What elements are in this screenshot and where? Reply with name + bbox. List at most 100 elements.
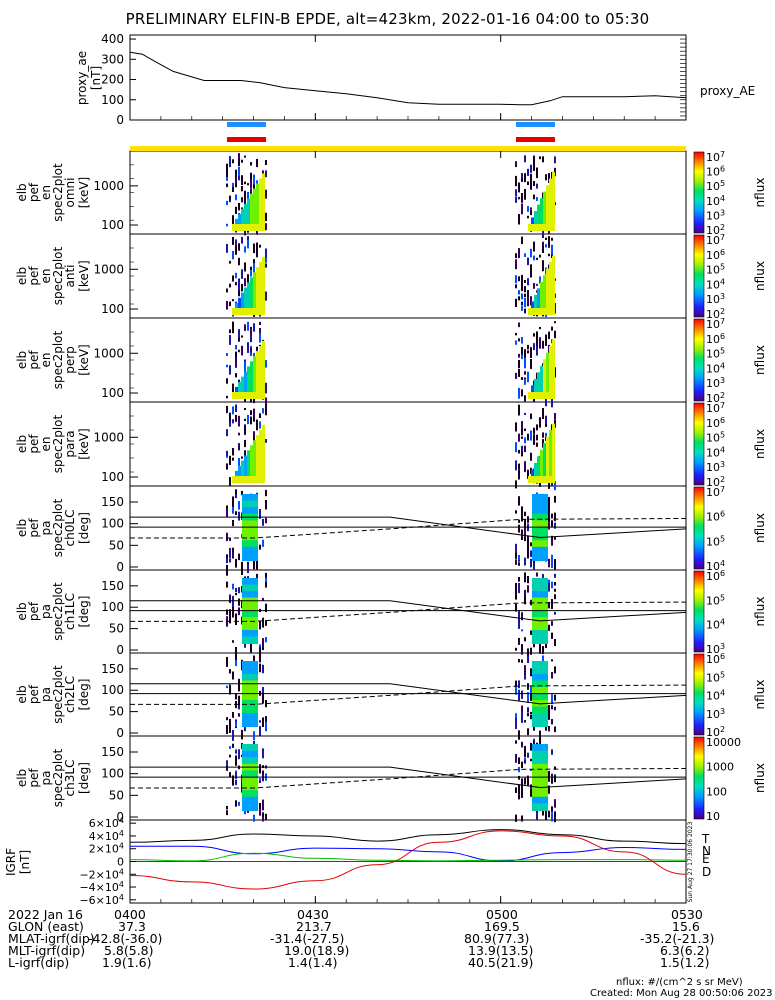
- spec-pixel: [244, 408, 246, 410]
- spec-pixel: [521, 305, 523, 311]
- spec-pa-band: [242, 783, 258, 792]
- spec-pixel: [536, 424, 538, 431]
- spec-pa-band: [532, 680, 548, 688]
- spec-energy-band: [250, 193, 253, 231]
- igrf-series-E: [129, 852, 687, 862]
- spec-pixel: [551, 621, 553, 626]
- spec-pixel: [229, 669, 231, 674]
- spec-pixel: [232, 607, 234, 613]
- spec-pixel: [265, 170, 267, 178]
- spec-pixel: [551, 806, 553, 812]
- spec-pixel: [551, 536, 553, 546]
- spec-pixel: [548, 244, 550, 248]
- spec-pixel: [226, 223, 228, 227]
- spec-pixel: [554, 536, 556, 540]
- footer-row-4-v3: 1.5(1.2): [660, 955, 710, 970]
- spec-pixel: [244, 190, 246, 201]
- spec-pixel: [518, 404, 520, 416]
- spec-pixel: [518, 290, 520, 295]
- spec-pixel: [530, 296, 532, 303]
- spec-pixel: [238, 458, 240, 469]
- spec-energy-low-band: [235, 476, 238, 483]
- spec-pixel: [232, 457, 234, 461]
- spec-energy-band: [534, 378, 537, 399]
- spec-energy-band: [262, 424, 265, 483]
- panel-ch0LC-ylabel-2: pa: [39, 521, 53, 536]
- spec-pixel: [521, 741, 523, 748]
- panel-ch2LC-cbar-tick-3: 103: [706, 707, 725, 721]
- proxy-ae-ylabel-unit: [nT]: [89, 66, 103, 90]
- spec-pixel: [551, 775, 553, 784]
- spec-pixel: [232, 509, 234, 514]
- panel-para-ylabel-1: pef: [27, 434, 41, 454]
- spec-pixel: [226, 364, 228, 368]
- spec-energy-band: [256, 183, 259, 231]
- footer-row-4-v0: 1.9(1.6): [102, 955, 152, 970]
- spec-pixel: [518, 766, 520, 773]
- spec-energy-low-band: [549, 392, 552, 399]
- spec-pixel: [533, 283, 535, 289]
- spec-pixel: [265, 813, 267, 820]
- spec-pixel: [235, 721, 237, 728]
- footer-row-0-v3: 0530: [671, 907, 703, 922]
- spec-pixel: [533, 255, 535, 261]
- panel-para-cbar-label: nflux: [753, 429, 767, 459]
- spec-pixel: [530, 358, 532, 368]
- panel-perp-cbar-tick-3: 104: [706, 361, 725, 375]
- spec-pixel: [521, 177, 523, 182]
- yellow-status-bar: [130, 146, 686, 151]
- spec-pixel: [256, 419, 258, 431]
- spec-pixel: [241, 197, 243, 200]
- spec-pa-band: [532, 661, 548, 669]
- spec-pixel: [229, 412, 231, 421]
- spec-pixel: [521, 511, 523, 522]
- spec-energy-low-band: [546, 224, 549, 231]
- spec-pixel: [515, 754, 517, 763]
- spec-pixel: [521, 236, 523, 245]
- spec-energy-low-band: [537, 224, 540, 231]
- spec-pixel: [518, 524, 520, 533]
- spec-pixel: [527, 374, 529, 383]
- spec-pixel: [229, 283, 231, 288]
- spec-pixel: [527, 290, 529, 297]
- spec-energy-low-band: [232, 308, 235, 315]
- footer-row-2-v2: 80.9(77.3): [464, 931, 530, 946]
- spec-pixel: [244, 155, 246, 158]
- spec-pixel: [515, 788, 517, 791]
- spec-pixel: [524, 777, 526, 785]
- panel-omni-ylabel-1: pef: [27, 182, 41, 202]
- science-zone-red-bar-0: [227, 137, 266, 142]
- spec-pixel: [238, 801, 240, 806]
- panel-ch3LC-ylabel-0: elb: [15, 769, 29, 787]
- spec-pixel: [527, 712, 529, 717]
- spec-pixel: [235, 780, 237, 786]
- proxy-ae-ytick-0: 0: [116, 113, 124, 127]
- spec-pixel: [238, 154, 240, 159]
- spec-energy-band: [238, 297, 241, 315]
- spec-energy-band: [543, 191, 546, 231]
- spec-pixel: [241, 198, 243, 203]
- spec-pixel: [548, 705, 550, 714]
- spec-pixel: [551, 694, 553, 705]
- spec-pixel: [247, 810, 249, 813]
- spec-pixel: [515, 265, 517, 270]
- panel-ch2LC-cbar-tick-4: 102: [706, 725, 725, 739]
- spec-pixel: [244, 725, 246, 732]
- panel-ch1LC-ylabel-5: [deg]: [77, 596, 91, 628]
- spec-energy-band: [256, 435, 259, 483]
- spec-pixel: [265, 620, 267, 626]
- spec-pixel: [524, 461, 526, 473]
- spec-pixel: [548, 558, 550, 568]
- spec-pixel: [545, 415, 547, 426]
- spec-pixel: [533, 162, 535, 171]
- spec-pixel: [241, 564, 243, 575]
- panel-ch0LC-ytick-150: 150: [101, 495, 124, 509]
- spec-pixel: [518, 519, 520, 523]
- spec-pixel: [232, 775, 234, 786]
- spec-pixel: [229, 746, 231, 749]
- spec-pixel: [235, 772, 237, 778]
- spec-pixel: [554, 639, 556, 647]
- spec-energy-band: [253, 440, 256, 483]
- spec-energy-low-band: [238, 392, 241, 399]
- spec-pa-band: [532, 553, 548, 561]
